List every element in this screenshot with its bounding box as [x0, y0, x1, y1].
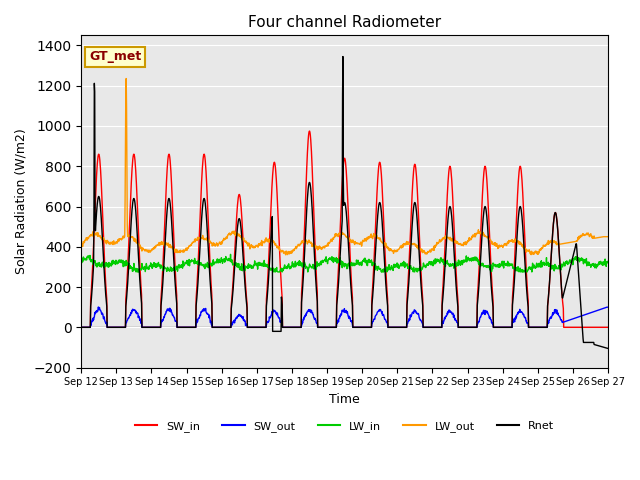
SW_in [182, 324, 189, 330]
Legend: SW_in, SW_out, LW_in, LW_out, Rnet: SW_in, SW_out, LW_in, LW_out, Rnet [131, 416, 559, 436]
SW_out [495, 324, 503, 330]
Title: Four channel Radiometer: Four channel Radiometer [248, 15, 441, 30]
Line: SW_in: SW_in [81, 131, 608, 327]
Line: Rnet: Rnet [81, 57, 608, 348]
LW_in [254, 262, 262, 267]
Rnet [253, 324, 261, 330]
SW_out [427, 324, 435, 330]
SW_in [253, 324, 261, 330]
LW_in [182, 260, 189, 265]
Rnet [195, 274, 202, 280]
LW_out [182, 247, 189, 252]
SW_out [254, 324, 262, 330]
LW_out [254, 242, 262, 248]
Line: SW_out: SW_out [81, 307, 608, 327]
LW_in [496, 261, 504, 266]
LW_in [195, 259, 202, 265]
SW_out [604, 304, 612, 310]
LW_in [604, 260, 612, 265]
LW_out [542, 241, 550, 247]
LW_out [496, 244, 504, 250]
LW_in [542, 260, 550, 265]
LW_in [427, 262, 435, 268]
Rnet [77, 324, 85, 330]
Rnet [182, 324, 189, 330]
LW_out [427, 249, 435, 255]
LW_out [122, 76, 130, 82]
Rnet [339, 54, 347, 60]
SW_in [306, 128, 314, 134]
LW_out [77, 240, 85, 246]
LW_in [77, 262, 85, 267]
SW_out [182, 324, 189, 330]
LW_out [282, 252, 290, 258]
Line: LW_out: LW_out [81, 79, 608, 255]
Rnet [495, 324, 503, 330]
SW_out [195, 315, 202, 321]
SW_in [77, 324, 85, 330]
Rnet [542, 324, 550, 330]
SW_in [604, 324, 612, 330]
LW_in [227, 252, 234, 257]
SW_in [495, 324, 503, 330]
SW_out [542, 324, 550, 330]
X-axis label: Time: Time [329, 393, 360, 406]
LW_in [134, 269, 141, 275]
SW_out [95, 304, 102, 310]
Text: GT_met: GT_met [89, 50, 141, 63]
LW_out [604, 234, 612, 240]
Y-axis label: Solar Radiation (W/m2): Solar Radiation (W/m2) [15, 129, 28, 275]
SW_in [427, 324, 435, 330]
Line: LW_in: LW_in [81, 254, 608, 272]
SW_in [195, 257, 202, 263]
LW_out [195, 236, 202, 241]
Rnet [427, 324, 435, 330]
SW_in [542, 324, 550, 330]
SW_out [77, 324, 85, 330]
Rnet [604, 346, 612, 351]
